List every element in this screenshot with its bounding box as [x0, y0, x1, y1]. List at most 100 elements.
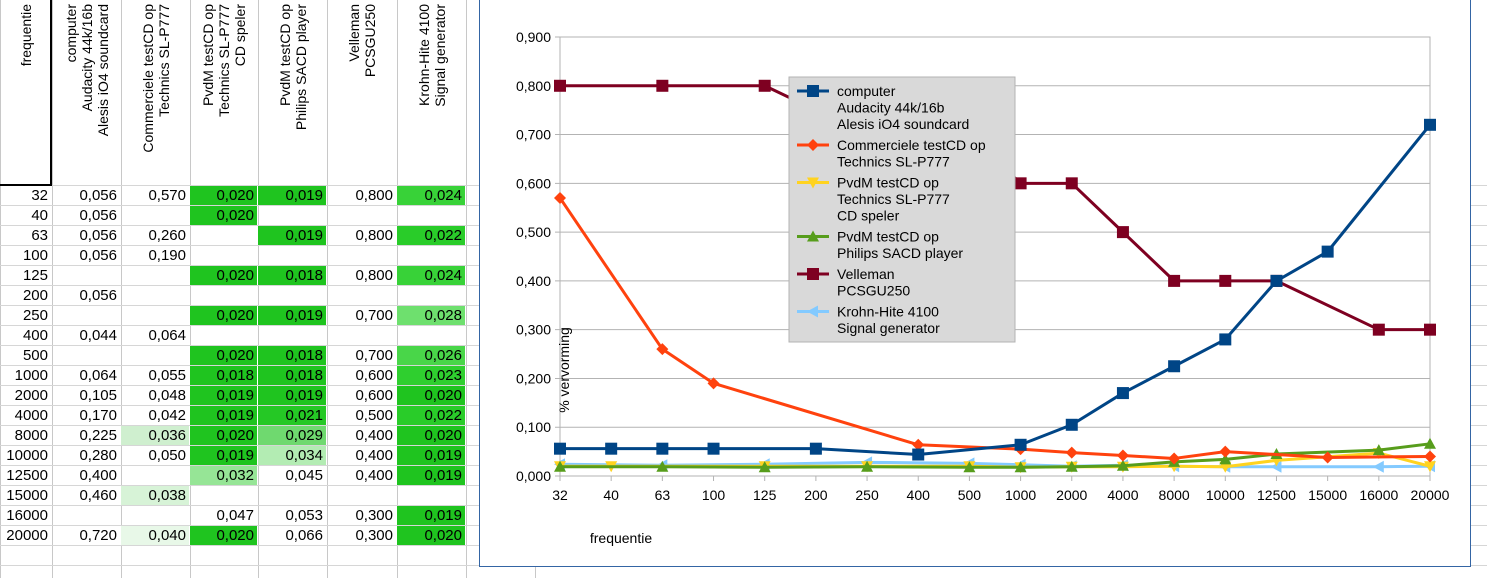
value-cell[interactable]: 0,019	[258, 306, 326, 325]
value-cell[interactable]: 0,500	[355, 407, 393, 424]
frequency-cell[interactable]: 400	[22, 327, 48, 344]
value-cell[interactable]: 0,019	[190, 446, 257, 465]
frequency-cell[interactable]: 4000	[14, 407, 48, 424]
value-cell[interactable]	[121, 266, 189, 285]
frequency-cell[interactable]: 500	[22, 347, 48, 364]
value-cell[interactable]: 0,800	[355, 187, 393, 204]
value-cell[interactable]: 0,019	[397, 466, 465, 485]
value-cell[interactable]: 0,280	[79, 447, 117, 464]
value-cell[interactable]: 0,105	[79, 387, 117, 404]
frequency-cell[interactable]: 63	[31, 227, 48, 244]
value-cell[interactable]: 0,020	[190, 346, 257, 365]
value-cell[interactable]: 0,056	[79, 247, 117, 264]
frequency-cell[interactable]: 200	[22, 287, 48, 304]
value-cell[interactable]: 0,300	[355, 527, 393, 544]
value-cell[interactable]	[121, 506, 189, 525]
value-cell[interactable]	[190, 326, 257, 345]
value-cell[interactable]: 0,260	[148, 227, 186, 244]
value-cell[interactable]	[327, 486, 396, 505]
frequency-cell[interactable]: 12500	[6, 467, 48, 484]
value-cell[interactable]: 0,019	[397, 506, 465, 525]
value-cell[interactable]	[52, 346, 120, 365]
value-cell[interactable]: 0,400	[355, 427, 393, 444]
value-cell[interactable]: 0,019	[258, 186, 326, 205]
value-cell[interactable]: 0,066	[285, 527, 323, 544]
value-cell[interactable]: 0,170	[79, 407, 117, 424]
value-cell[interactable]: 0,020	[190, 186, 257, 205]
value-cell[interactable]: 0,019	[258, 386, 326, 405]
value-cell[interactable]	[258, 206, 326, 225]
value-cell[interactable]: 0,020	[397, 426, 465, 445]
value-cell[interactable]: 0,040	[121, 526, 189, 545]
value-cell[interactable]: 0,056	[79, 207, 117, 224]
value-cell[interactable]: 0,056	[79, 187, 117, 204]
value-cell[interactable]: 0,019	[190, 406, 257, 425]
value-cell[interactable]: 0,720	[79, 527, 117, 544]
value-cell[interactable]: 0,600	[355, 387, 393, 404]
value-cell[interactable]	[121, 306, 189, 325]
value-cell[interactable]: 0,022	[397, 226, 465, 245]
value-cell[interactable]: 0,053	[285, 507, 323, 524]
value-cell[interactable]: 0,028	[397, 306, 465, 325]
value-cell[interactable]: 0,036	[121, 426, 189, 445]
value-cell[interactable]	[190, 246, 257, 265]
value-cell[interactable]	[121, 206, 189, 225]
frequency-cell[interactable]: 1000	[14, 367, 48, 384]
value-cell[interactable]: 0,020	[397, 526, 465, 545]
value-cell[interactable]	[52, 306, 120, 325]
value-cell[interactable]	[258, 286, 326, 305]
legend-box[interactable]	[788, 76, 1016, 343]
value-cell[interactable]	[190, 486, 257, 505]
value-cell[interactable]: 0,020	[190, 426, 257, 445]
value-cell[interactable]: 0,018	[258, 366, 326, 385]
value-cell[interactable]	[258, 486, 326, 505]
value-cell[interactable]: 0,190	[148, 247, 186, 264]
value-cell[interactable]	[397, 326, 465, 345]
value-cell[interactable]: 0,056	[79, 227, 117, 244]
value-cell[interactable]: 0,029	[258, 426, 326, 445]
frequency-cell[interactable]: 250	[22, 307, 48, 324]
value-cell[interactable]	[52, 266, 120, 285]
value-cell[interactable]: 0,038	[121, 486, 189, 505]
value-cell[interactable]: 0,024	[397, 186, 465, 205]
frequency-cell[interactable]: 32	[31, 187, 48, 204]
value-cell[interactable]: 0,022	[397, 406, 465, 425]
value-cell[interactable]	[258, 326, 326, 345]
value-cell[interactable]: 0,800	[355, 227, 393, 244]
value-cell[interactable]: 0,055	[148, 367, 186, 384]
value-cell[interactable]: 0,064	[148, 327, 186, 344]
value-cell[interactable]	[121, 346, 189, 365]
value-cell[interactable]	[327, 206, 396, 225]
frequency-cell[interactable]: 10000	[6, 447, 48, 464]
value-cell[interactable]: 0,045	[285, 467, 323, 484]
frequency-cell[interactable]: 15000	[6, 487, 48, 504]
value-cell[interactable]: 0,800	[355, 267, 393, 284]
value-cell[interactable]: 0,050	[148, 447, 186, 464]
value-cell[interactable]: 0,020	[190, 306, 257, 325]
value-cell[interactable]	[397, 246, 465, 265]
value-cell[interactable]: 0,056	[79, 287, 117, 304]
frequency-cell[interactable]: 2000	[14, 387, 48, 404]
frequency-cell[interactable]: 100	[22, 247, 48, 264]
value-cell[interactable]: 0,300	[355, 507, 393, 524]
value-cell[interactable]	[121, 286, 189, 305]
value-cell[interactable]: 0,225	[79, 427, 117, 444]
value-cell[interactable]: 0,700	[355, 307, 393, 324]
value-cell[interactable]	[327, 286, 396, 305]
value-cell[interactable]: 0,019	[397, 446, 465, 465]
value-cell[interactable]: 0,021	[258, 406, 326, 425]
value-cell[interactable]: 0,034	[258, 446, 326, 465]
value-cell[interactable]: 0,064	[79, 367, 117, 384]
value-cell[interactable]	[190, 286, 257, 305]
value-cell[interactable]: 0,044	[79, 327, 117, 344]
value-cell[interactable]: 0,400	[79, 467, 117, 484]
value-cell[interactable]: 0,018	[258, 346, 326, 365]
value-cell[interactable]: 0,042	[148, 407, 186, 424]
value-cell[interactable]: 0,020	[190, 526, 257, 545]
value-cell[interactable]	[190, 226, 257, 245]
value-cell[interactable]	[327, 326, 396, 345]
value-cell[interactable]	[397, 286, 465, 305]
value-cell[interactable]: 0,018	[190, 366, 257, 385]
value-cell[interactable]: 0,048	[148, 387, 186, 404]
value-cell[interactable]: 0,023	[397, 366, 465, 385]
